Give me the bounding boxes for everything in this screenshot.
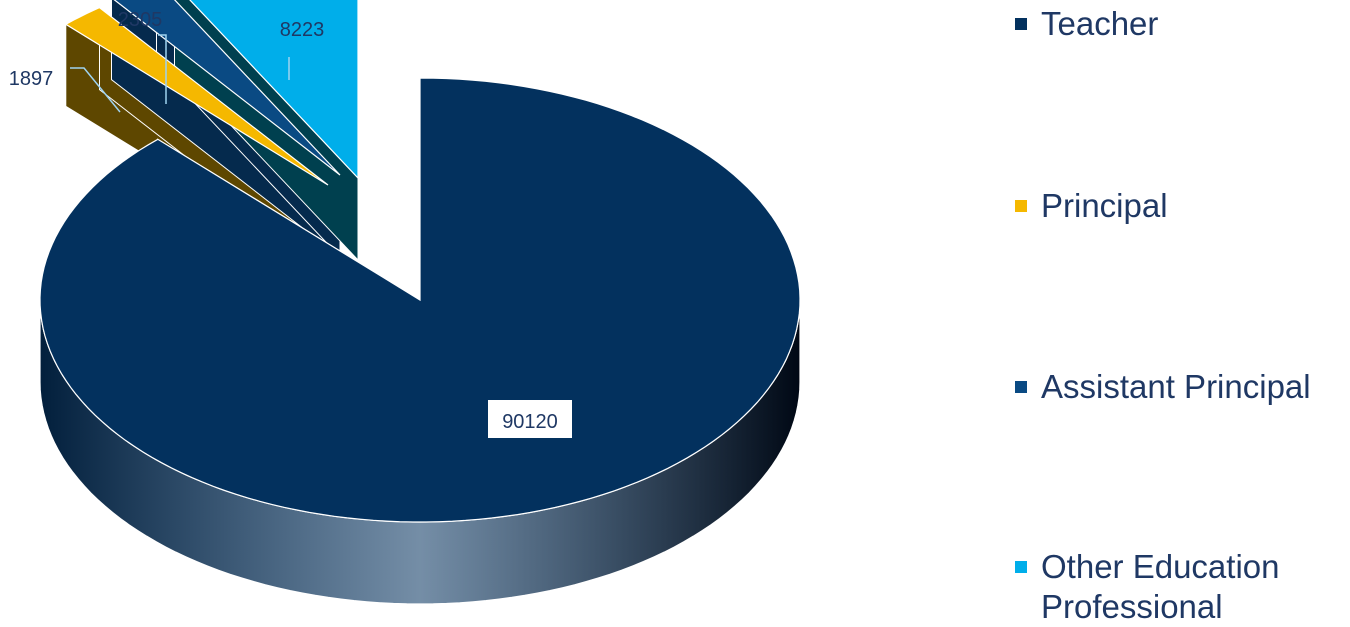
- slice-top-other-education-professional: [189, 0, 359, 180]
- data-label-box-teacher: [488, 400, 572, 438]
- legend-swatch-other-education-professional: [1015, 561, 1027, 573]
- legend-swatch-principal: [1015, 200, 1027, 212]
- leader-line-principal: [70, 67, 121, 113]
- legend-label-other-education-professional: Other Education Professional: [1041, 548, 1280, 625]
- slice-top-teacher: [39, 77, 801, 523]
- data-labels: 90120 1897 2305 8223: [9, 9, 572, 438]
- legend-swatch-teacher: [1015, 18, 1027, 30]
- legend-item-other-education-professional: Other Education Professional: [1015, 547, 1341, 627]
- legend-item-assistant-principal: Assistant Principal: [1015, 367, 1341, 407]
- legend-item-principal: Principal: [1015, 186, 1341, 226]
- slice-top-principal: [64, 6, 329, 186]
- legend-item-teacher: Teacher: [1015, 4, 1341, 44]
- data-label-teacher: 90120: [502, 411, 558, 433]
- leader-lines: [70, 34, 290, 113]
- legend-swatch-assistant-principal: [1015, 381, 1027, 393]
- legend-label-assistant-principal: Assistant Principal: [1041, 368, 1311, 405]
- data-label-other-education-professional: 8223: [280, 19, 325, 41]
- slice-tops: [39, 0, 801, 523]
- legend-label-teacher: Teacher: [1041, 5, 1159, 42]
- leader-line-assistant-principal: [158, 34, 167, 104]
- data-label-assistant-principal: 2305: [118, 9, 163, 31]
- data-label-principal: 1897: [9, 68, 54, 90]
- legend: Teacher Principal Assistant Principal Ot…: [1015, 0, 1350, 625]
- legend-label-principal: Principal: [1041, 187, 1168, 224]
- slice-top-assistant-principal: [113, 0, 341, 176]
